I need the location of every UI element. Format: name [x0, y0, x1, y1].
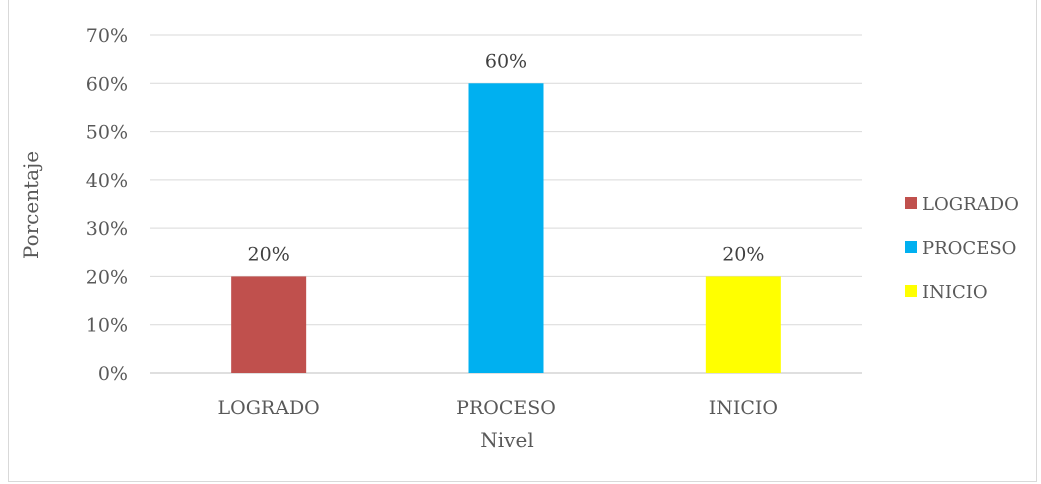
- x-tick-label-logrado: LOGRADO: [218, 397, 320, 419]
- x-tick-label-inicio: INICIO: [709, 397, 778, 419]
- x-axis-title: Nivel: [480, 428, 533, 452]
- x-tick-label-proceso: PROCESO: [456, 397, 556, 419]
- y-tick-label: 0%: [98, 363, 128, 385]
- bar-inicio: [705, 276, 781, 373]
- legend-swatch-logrado: [905, 197, 917, 209]
- legend-swatch-proceso: [905, 241, 917, 253]
- y-axis-title: Porcentaje: [19, 151, 43, 259]
- y-tick-label: 30%: [86, 218, 128, 240]
- legend-swatch-inicio: [905, 285, 917, 297]
- bar-proceso: [468, 83, 544, 374]
- data-label-logrado: 20%: [248, 243, 290, 265]
- legend: LOGRADO PROCESO INICIO: [905, 194, 1019, 303]
- y-tick-label: 60%: [86, 73, 128, 95]
- legend-label-logrado: LOGRADO: [922, 194, 1019, 215]
- y-axis-ticks: 0% 10% 20% 30% 40% 50% 60% 70%: [86, 25, 128, 385]
- y-tick-label: 20%: [86, 266, 128, 288]
- bar-logrado: [231, 276, 307, 373]
- data-label-inicio: 20%: [722, 243, 764, 265]
- y-tick-label: 50%: [86, 122, 128, 144]
- y-tick-label: 70%: [86, 25, 128, 47]
- legend-label-inicio: INICIO: [922, 282, 988, 303]
- data-labels: 20% 60% 20%: [248, 50, 765, 265]
- data-label-proceso: 60%: [485, 50, 527, 72]
- y-tick-label: 10%: [86, 315, 128, 337]
- y-tick-label: 40%: [86, 170, 128, 192]
- legend-label-proceso: PROCESO: [922, 238, 1016, 259]
- bars: [231, 83, 781, 374]
- x-axis-ticks: LOGRADO PROCESO INICIO: [218, 397, 778, 419]
